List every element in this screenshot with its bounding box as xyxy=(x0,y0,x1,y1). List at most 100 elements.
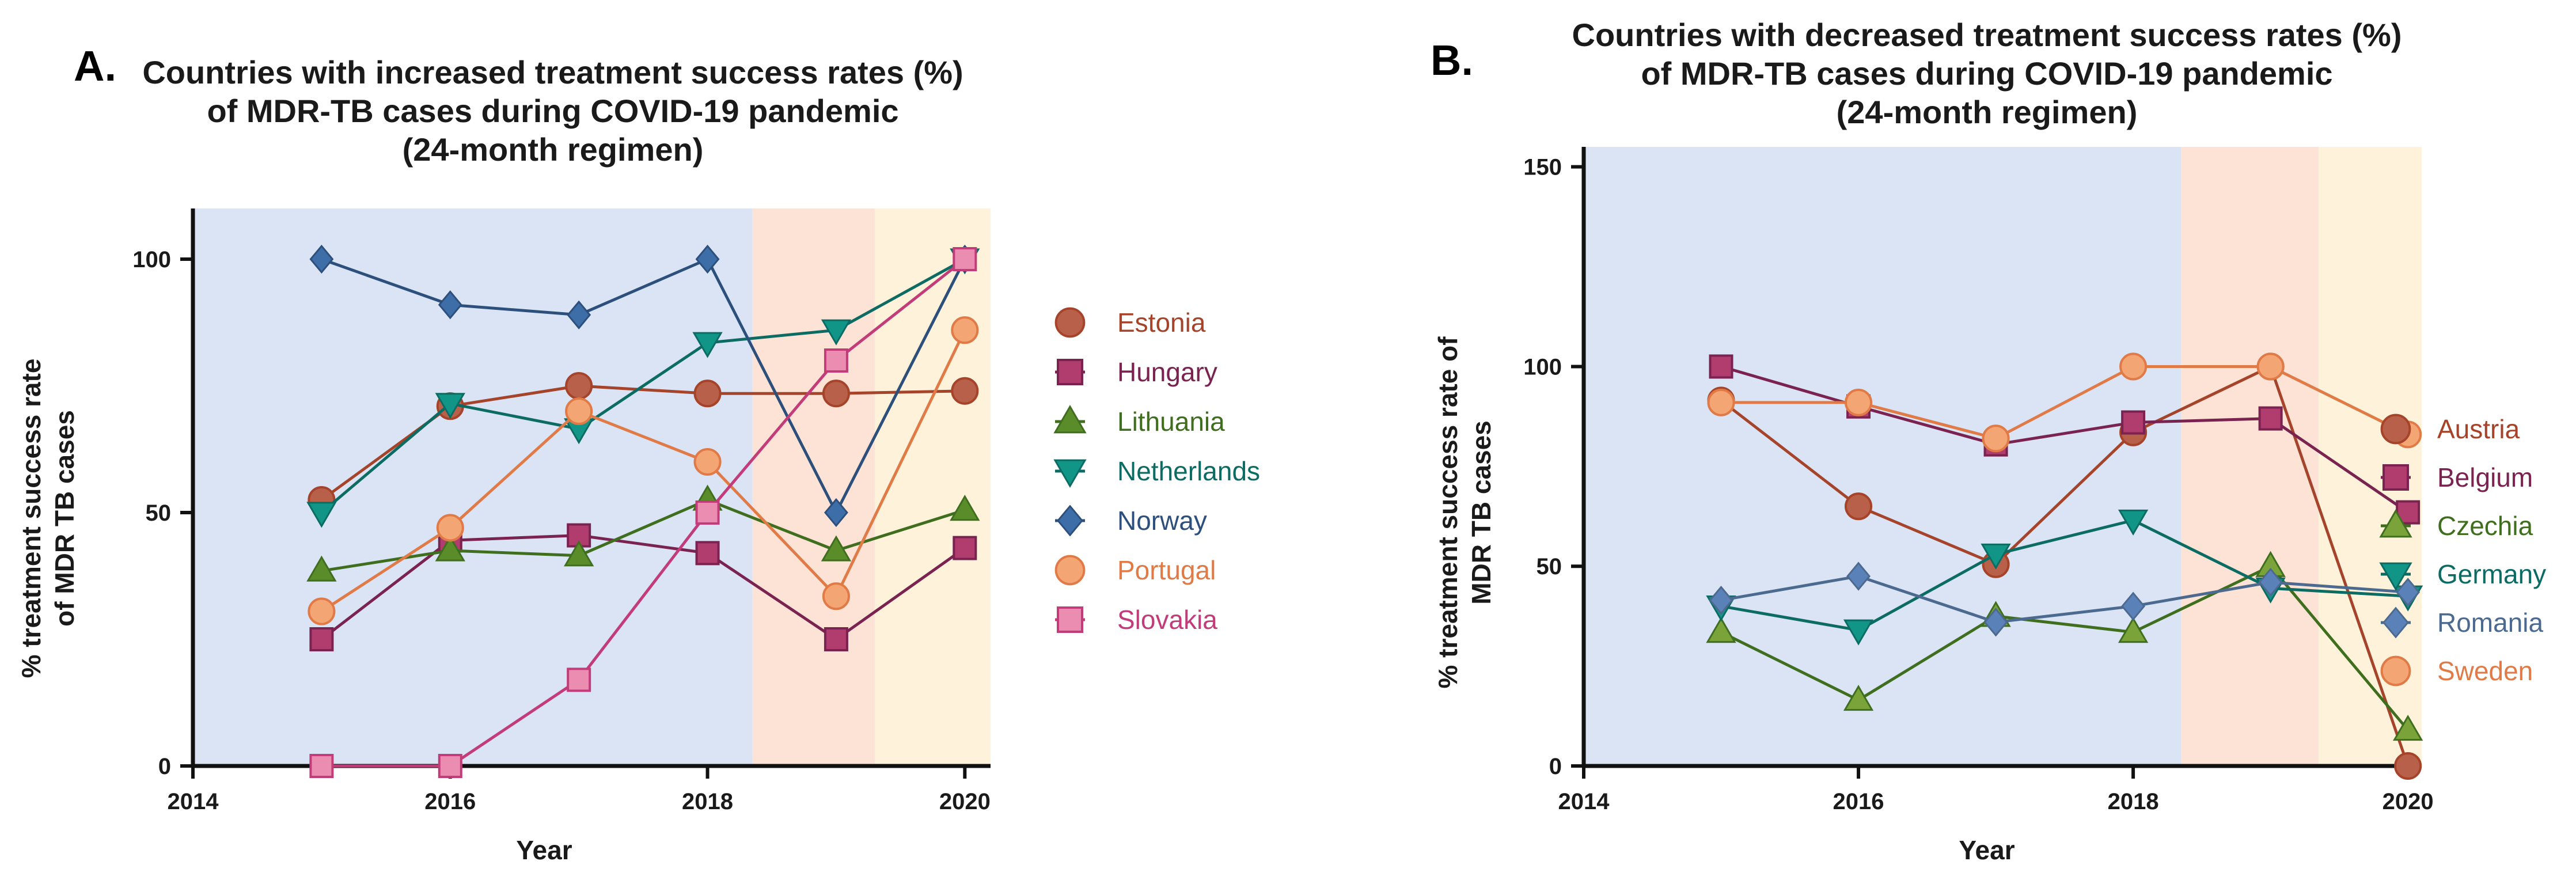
panel-a-line-netherlands xyxy=(320,257,966,514)
panel-b-legend-item-czechia: Czechia xyxy=(2379,509,2533,541)
panel-a-legend-item-norway: Norway xyxy=(1055,505,1207,537)
panel-a-legend: Estonia Hungary Lithuania Netherlands Norway… xyxy=(1053,307,1260,635)
panel-a-point-slovakia-2017 xyxy=(567,667,591,692)
panel-a-x-axis-label: Year xyxy=(516,835,572,865)
panel-b-point-germany-2017 xyxy=(1981,543,2011,570)
panel-b-period-band-1 xyxy=(1584,147,2182,766)
panel-b-legend-item-germany: Germany xyxy=(2379,559,2546,591)
panel-b-line-romania xyxy=(1721,575,2408,624)
panel-a-point-estonia-2019 xyxy=(822,380,850,408)
panel-a-legend-label-lithuania: Lithuania xyxy=(1117,407,1225,437)
panel-a-point-estonia-2017 xyxy=(565,371,593,400)
panel-b-point-austria-2016 xyxy=(1845,492,1873,521)
panel-a-period-band-2 xyxy=(752,208,875,766)
panel-b-legend-item-sweden: Sweden xyxy=(2380,655,2533,686)
panel-b-legend-label-austria: Austria xyxy=(2437,414,2520,444)
panel-a-y-tick-label-50: 50 xyxy=(146,500,172,526)
panel-a-legend-marker-portugal xyxy=(1054,555,1086,586)
panel-b-point-czechia-2016 xyxy=(1843,685,1874,711)
panel-a-title-line-3: (24-month regimen) xyxy=(403,131,704,168)
panel-a-line-norway xyxy=(321,257,966,514)
panel-a-legend-marker-estonia xyxy=(1054,307,1086,338)
panel-a-point-portugal-2015 xyxy=(308,597,336,625)
panel-a-point-estonia-2018 xyxy=(693,380,722,408)
panel-b-point-romania-2020 xyxy=(2396,578,2421,607)
panel-b-point-germany-2016 xyxy=(1843,619,1874,646)
panel-a-point-norway-2016 xyxy=(438,290,462,320)
panel-a-legend-marker-slovakia xyxy=(1057,606,1083,633)
panel-b-point-czechia-2015 xyxy=(1706,617,1736,643)
panel-a-point-netherlands-2019 xyxy=(821,319,852,346)
panel-b-title-line-3: (24-month regimen) xyxy=(1837,94,2138,130)
panel-a-legend-item-portugal: Portugal xyxy=(1054,555,1216,586)
panel-a-point-estonia-2020 xyxy=(951,377,979,405)
panel-b-y-axis-label-line-2: MDR TB cases xyxy=(1466,420,1496,605)
panel-b-point-czechia-2020 xyxy=(2392,715,2423,741)
panel-b-point-romania-2017 xyxy=(1983,608,2008,637)
panel-a-x-tick-label-2014: 2014 xyxy=(168,789,219,814)
panel-a-point-netherlands-2015 xyxy=(306,502,337,528)
panel-b-point-austria-2020 xyxy=(2394,752,2422,780)
panel-b-point-belgium-2019 xyxy=(2258,406,2283,431)
panel-a-line-lithuania xyxy=(321,498,966,572)
panel-a-point-portugal-2019 xyxy=(822,582,850,610)
panel-a-legend-item-hungary: Hungary xyxy=(1055,357,1217,387)
panel-a-legend-item-slovakia: Slovakia xyxy=(1055,605,1217,635)
panel-b-title-line-1: Countries with decreased treatment succe… xyxy=(1572,17,2402,53)
panel-a-legend-label-estonia: Estonia xyxy=(1117,308,1206,337)
panel-b-series-romania xyxy=(1709,562,2421,637)
panel-a-period-band-3 xyxy=(874,208,991,766)
panel-b-period-band-2 xyxy=(2181,147,2319,766)
panel-b-legend-marker-czechia xyxy=(2379,509,2412,538)
panel-a-point-lithuania-2015 xyxy=(306,555,337,582)
panel-a-point-slovakia-2020 xyxy=(953,247,977,271)
panel-a-legend-item-lithuania: Lithuania xyxy=(1053,404,1225,437)
panel-a-legend-label-portugal: Portugal xyxy=(1117,555,1216,585)
panel-b-legend-marker-belgium xyxy=(2382,464,2409,491)
panel-b-title-line-2: of MDR-TB cases during COVID-19 pandemic xyxy=(1641,55,2332,92)
panel-b-point-belgium-2018 xyxy=(2121,410,2146,435)
panel-b-point-sweden-2016 xyxy=(1845,388,1873,416)
panel-a-period-band-1 xyxy=(193,208,753,766)
panel-a-point-portugal-2017 xyxy=(565,397,593,426)
panel-b-legend-item-belgium: Belgium xyxy=(2381,462,2533,492)
panel-a-point-lithuania-2019 xyxy=(821,535,852,562)
panel-a-legend-label-slovakia: Slovakia xyxy=(1117,605,1217,635)
panel-b: B. Countries with decreased treatment su… xyxy=(1431,17,2546,865)
panel-a-x-tick-label-2018: 2018 xyxy=(682,789,733,814)
panel-a-series-slovakia xyxy=(309,247,977,778)
panel-b-letter: B. xyxy=(1431,36,1473,84)
panel-a-legend-marker-hungary xyxy=(1057,359,1083,385)
panel-b-legend-label-sweden: Sweden xyxy=(2437,656,2533,686)
panel-b-point-sweden-2019 xyxy=(2256,352,2285,381)
panel-b-legend-marker-sweden xyxy=(2380,655,2411,686)
panel-b-x-axis-label: Year xyxy=(1959,835,2014,865)
panel-a-x-tick-label-2016: 2016 xyxy=(424,789,476,814)
panel-a-title-line-2: of MDR-TB cases during COVID-19 pandemic xyxy=(207,93,898,129)
panel-a-line-portugal xyxy=(321,329,966,613)
panel-b-point-sweden-2018 xyxy=(2119,352,2148,381)
panel-a-legend-item-netherlands: Netherlands xyxy=(1053,456,1260,488)
panel-b-plot: 2014 2016 2018 2020 0 50 100 150 xyxy=(1523,147,2434,814)
panel-a-point-hungary-2015 xyxy=(309,627,334,651)
panel-a-point-norway-2018 xyxy=(695,244,720,274)
panel-b-y-tick-label-50: 50 xyxy=(1537,554,1562,579)
panel-b-line-czechia xyxy=(1720,564,2410,731)
panel-a-point-netherlands-2016 xyxy=(435,393,465,419)
panel-b-legend-label-romania: Romania xyxy=(2437,608,2544,638)
panel-b-legend-marker-austria xyxy=(2380,414,2411,445)
panel-b-line-sweden xyxy=(1721,365,2409,440)
panel-a-point-lithuania-2016 xyxy=(435,535,465,562)
panel-a-point-norway-2015 xyxy=(309,244,334,274)
panel-b-line-germany xyxy=(1721,518,2408,632)
panel-a-point-slovakia-2018 xyxy=(695,500,720,525)
panel-a-series-lithuania xyxy=(306,484,980,582)
panel-b-point-sweden-2017 xyxy=(1982,424,2010,453)
panel-a-legend-marker-norway xyxy=(1057,505,1083,537)
panel-b-legend-label-czechia: Czechia xyxy=(2437,511,2533,541)
panel-b-x-tick-label-2014: 2014 xyxy=(1558,789,1610,814)
panel-a-legend-marker-lithuania xyxy=(1053,404,1087,434)
panel-b-x-tick-label-2016: 2016 xyxy=(1833,789,1884,814)
panel-a-legend-label-norway: Norway xyxy=(1117,506,1207,536)
